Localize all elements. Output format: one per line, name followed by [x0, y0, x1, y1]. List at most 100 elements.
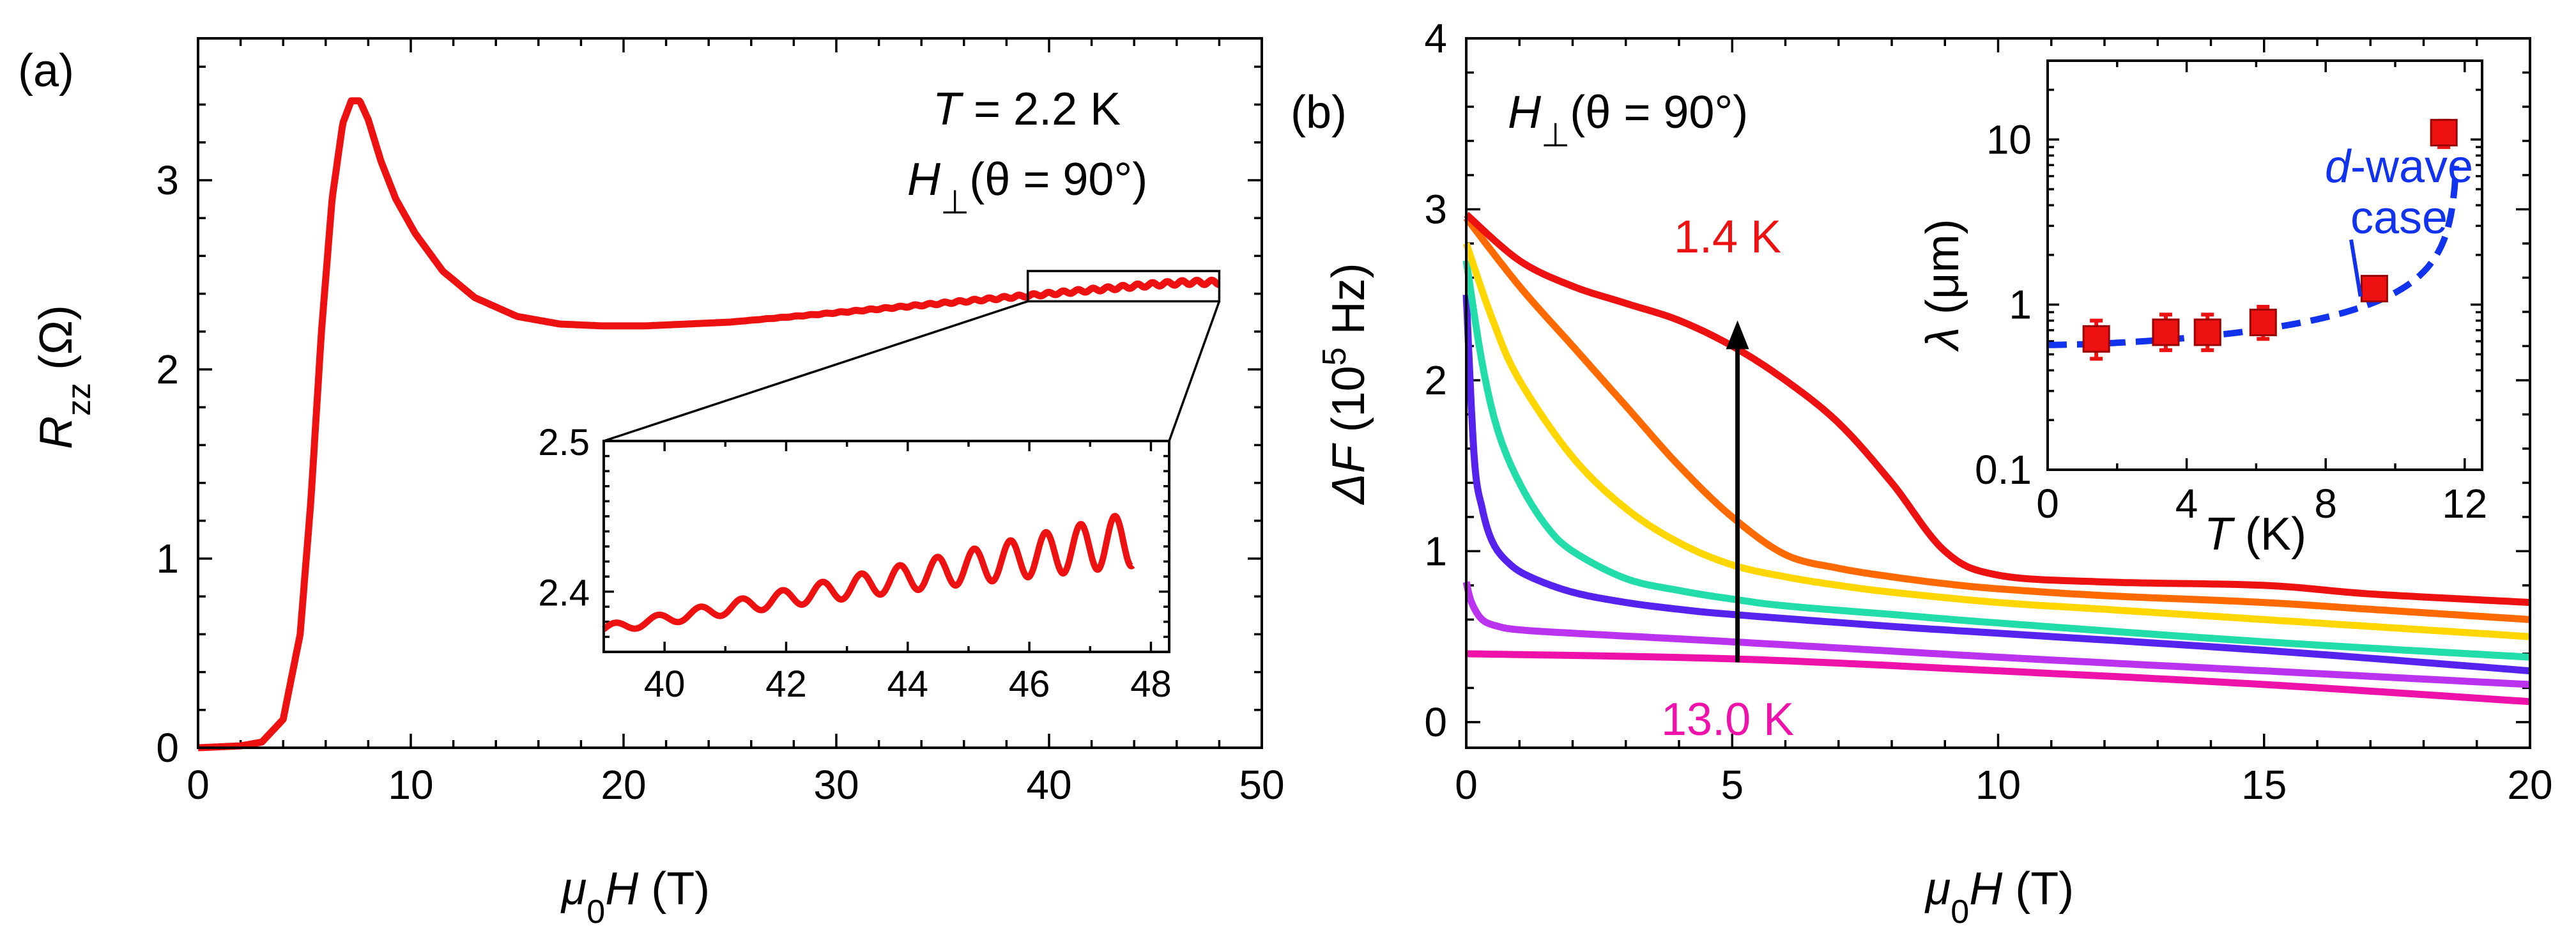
panel-a-field-annotation: H⊥(θ = 90°) [907, 154, 1147, 221]
panel-a-tick-labels: 0 10 20 30 40 50 0 1 2 3 [156, 157, 1284, 808]
x-tick-label: 0 [1455, 762, 1478, 808]
field-subscript: ⊥ [940, 184, 969, 221]
panel-b-lowest-temperature-label: 1.4 K [1674, 212, 1781, 263]
x-tick-label: 50 [1239, 762, 1284, 808]
panel-b-curve-6p2K [1462, 259, 2531, 661]
y-tick-label: 2.4 [538, 573, 590, 614]
panel-b-inset-model-pointer [2349, 239, 2363, 297]
y-tick-label: 0 [1424, 699, 1447, 745]
lambda-data-point [2152, 313, 2180, 352]
x-tick-label: 10 [1975, 762, 2021, 808]
panel-b-curve-11p4K [1462, 578, 2531, 688]
panel-b-label: (b) [1291, 87, 1347, 138]
field-angle: (θ = 90°) [969, 154, 1147, 205]
lambda-data-point [2193, 313, 2221, 352]
panel-a-inset-oscillation-curve [601, 513, 1136, 633]
lambda-data-point [2249, 305, 2277, 341]
y-tick-label: 2 [156, 346, 179, 392]
panel-a-label: (a) [18, 45, 74, 97]
square-marker [2152, 318, 2180, 346]
x-tick-label: 20 [2507, 762, 2552, 808]
panel-a-y-axis-label: Rzz (Ω) [31, 305, 98, 449]
y-tick-label: 1 [156, 536, 179, 582]
y-tick-label: 10 [1986, 116, 2032, 162]
square-marker [2082, 325, 2110, 353]
x-tick-label: 42 [765, 663, 807, 705]
panel-a-zoom-indicator [603, 270, 1221, 442]
x-tick-label: 40 [1026, 762, 1071, 808]
panel-b-inset-frame [2046, 59, 2483, 471]
x-tick-label: 12 [2442, 481, 2487, 527]
square-marker [2193, 318, 2221, 346]
panel-b-temperature-arrow [1726, 320, 1749, 663]
panel-b-inset-model-label-line1: d-wave [2325, 141, 2473, 192]
panel-b-series [1462, 212, 2531, 706]
panel-a-inset: 40 42 44 46 48 2.4 2.5 [538, 422, 1171, 705]
panel-b-curve-3p4K [1463, 215, 2531, 623]
lambda-data-point [2430, 118, 2458, 150]
x-tick-label: 40 [644, 663, 686, 705]
y-tick-label: 2 [1424, 357, 1447, 403]
temp-value: = 2.2 K [961, 84, 1121, 135]
panel-a-zoom-box [1026, 270, 1221, 303]
x-tick-label: 46 [1009, 663, 1050, 705]
panel-b-inset: 0 4 8 12 0.1 1 10 d-wave case T (K) λ (μm) [1917, 59, 2487, 560]
y-tick-label: 0.1 [1975, 447, 2032, 493]
panel-b-field-annotation: H⊥(θ = 90°) [1508, 87, 1748, 154]
square-marker [2360, 275, 2388, 303]
panel-a-zoom-connector-right [1168, 300, 1221, 442]
y-tick-label: 1 [2009, 282, 2032, 328]
panel-a-series [195, 97, 1222, 752]
panel-a-plot-frame [197, 37, 1263, 749]
x-tick-label: 8 [2314, 481, 2337, 527]
x-tick-label: 20 [601, 762, 646, 808]
panel-a-x-axis-label: μ0H (T) [560, 863, 710, 928]
x-tick-label: 4 [2175, 481, 2198, 527]
panel-a: (a) 0 10 20 30 40 50 0 1 2 3 T = 2.2 K H⊥(θ = 90°… [18, 37, 1285, 928]
panel-b-curve-9p4K [1462, 294, 2531, 675]
panel-a-inset-background [604, 441, 1169, 652]
panel-b-inset-model-label-line2: case [2350, 192, 2448, 244]
panel-b-inset-model-curve [2048, 166, 2460, 348]
panel-b-inset-background [2048, 61, 2482, 470]
panel-b-curve-13p0K [1466, 650, 2531, 706]
panel-b-x-axis-label: μ0H (T) [1924, 863, 2074, 928]
x-tick-label: 10 [388, 762, 433, 808]
panel-b-curve-1p4K [1464, 212, 2531, 607]
y-tick-label: 2.5 [538, 422, 590, 463]
y-tick-label: 0 [156, 725, 179, 771]
x-tick-label: 30 [813, 762, 859, 808]
panel-b-highest-temperature-label: 13.0 K [1661, 694, 1794, 745]
panel-b-inset-dwave-curve [2048, 166, 2460, 348]
y-tick-label: 1 [1424, 528, 1447, 574]
panel-a-ticks [197, 38, 1263, 749]
panel-a-temperature-annotation: T = 2.2 K [933, 84, 1121, 135]
temp-symbol: T [933, 84, 964, 135]
panel-a-inset-tick-labels: 40 42 44 46 48 2.4 2.5 [538, 422, 1171, 705]
panel-b-plot-frame [1465, 37, 2531, 749]
x-tick-label: 44 [887, 663, 929, 705]
arrow-head [1726, 320, 1749, 350]
panel-b-inset-data-points [2082, 118, 2458, 361]
panel-a-zoom-connector-left [603, 300, 1029, 442]
square-marker [2430, 119, 2458, 147]
panel-a-rzz-curve [195, 97, 1222, 752]
square-marker [2249, 309, 2277, 337]
panel-b-y-axis-label: ΔF (105 Hz) [1316, 263, 1374, 505]
lambda-data-point [2082, 318, 2110, 361]
panel-b-curve-4p6K [1462, 242, 2531, 640]
x-tick-label: 5 [1721, 762, 1744, 808]
y-tick-label: 3 [1424, 186, 1447, 232]
y-tick-label: 4 [1424, 15, 1447, 61]
x-tick-label: 48 [1130, 663, 1172, 705]
panel-a-inset-frame [602, 440, 1170, 653]
lambda-data-point [2360, 275, 2388, 303]
panel-b-inset-tick-labels: 0 4 8 12 0.1 1 10 [1975, 116, 2487, 527]
field-symbol: H [907, 154, 941, 205]
panel-b-inset-y-axis-label: λ (μm) [1917, 219, 1968, 353]
x-tick-label: 0 [2036, 481, 2059, 527]
y-tick-label: 3 [156, 157, 179, 203]
